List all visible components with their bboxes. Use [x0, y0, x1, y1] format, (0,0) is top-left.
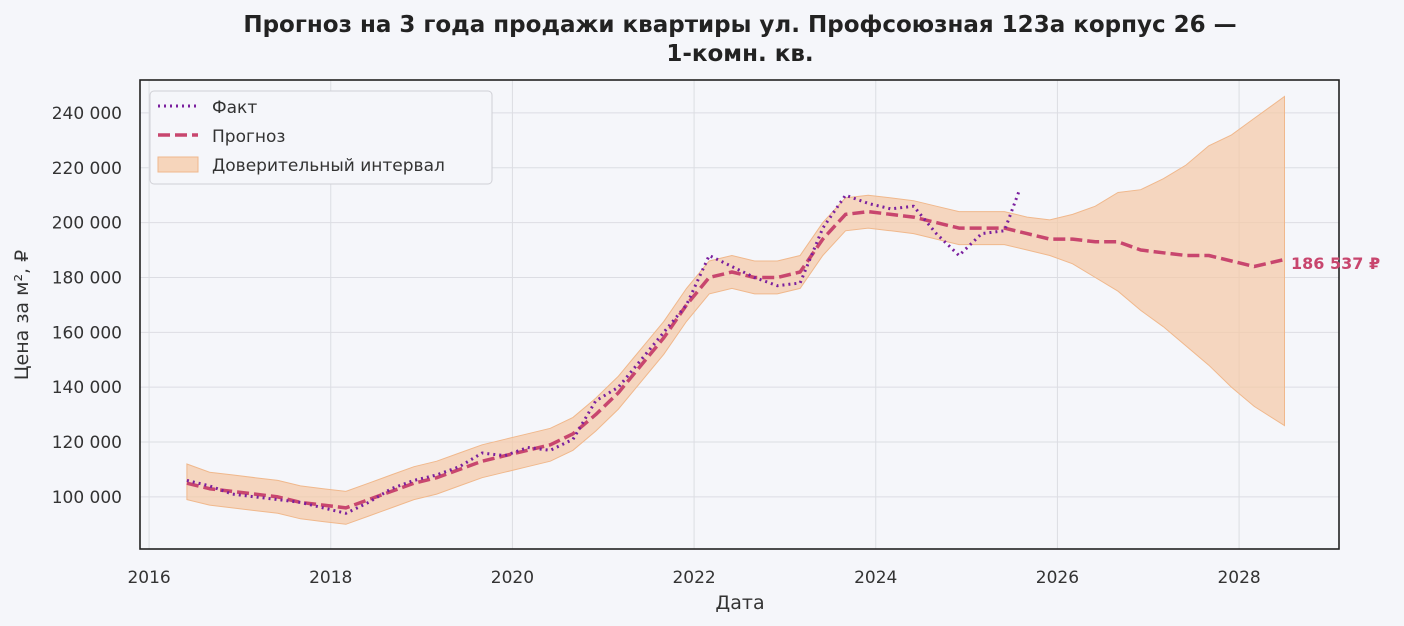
x-tick-label: 2020 [491, 568, 534, 588]
confidence-interval [186, 95, 1285, 525]
y-tick-label: 180 000 [52, 268, 122, 288]
forecast-end-label: 186 537 ₽ [1291, 254, 1380, 273]
x-tick-label: 2024 [854, 568, 897, 588]
y-tick-label: 240 000 [52, 104, 122, 124]
legend: Факт Прогноз Доверительный интервал [149, 90, 493, 185]
chart-title-line2: 1-комн. кв. [666, 41, 813, 67]
y-axis-ticks: 100 000 120 000 140 000 160 000 180 000 200 0… [52, 104, 122, 508]
y-tick-label: 200 000 [52, 214, 122, 234]
x-tick-label: 2018 [309, 568, 352, 588]
chart-title: Прогноз на 3 года продажи квартиры ул. П… [243, 12, 1236, 67]
chart-title-line1: Прогноз на 3 года продажи квартиры ул. П… [243, 12, 1236, 38]
forecast-line [186, 209, 1285, 510]
y-tick-label: 220 000 [52, 159, 122, 179]
legend-box [149, 90, 493, 185]
legend-fact-label: Факт [212, 98, 257, 118]
x-axis-label: Дата [715, 592, 764, 614]
plot-frame [139, 79, 1340, 550]
confidence-interval-band [186, 95, 1285, 525]
x-tick-label: 2028 [1217, 568, 1260, 588]
x-tick-label: 2026 [1036, 568, 1079, 588]
legend-interval-swatch [157, 156, 199, 173]
series [186, 189, 1285, 515]
x-tick-label: 2022 [672, 568, 715, 588]
y-axis-label: Цена за м², ₽ [11, 250, 33, 380]
x-tick-label: 2016 [127, 568, 170, 588]
y-tick-label: 100 000 [52, 488, 122, 508]
y-tick-label: 120 000 [52, 433, 122, 453]
y-tick-label: 140 000 [52, 378, 122, 398]
x-axis-ticks: 2016 2018 2020 2022 2024 2026 2028 [127, 568, 1260, 588]
y-tick-label: 160 000 [52, 323, 122, 343]
legend-interval-label: Доверительный интервал [212, 156, 445, 176]
legend-forecast-label: Прогноз [212, 127, 285, 147]
